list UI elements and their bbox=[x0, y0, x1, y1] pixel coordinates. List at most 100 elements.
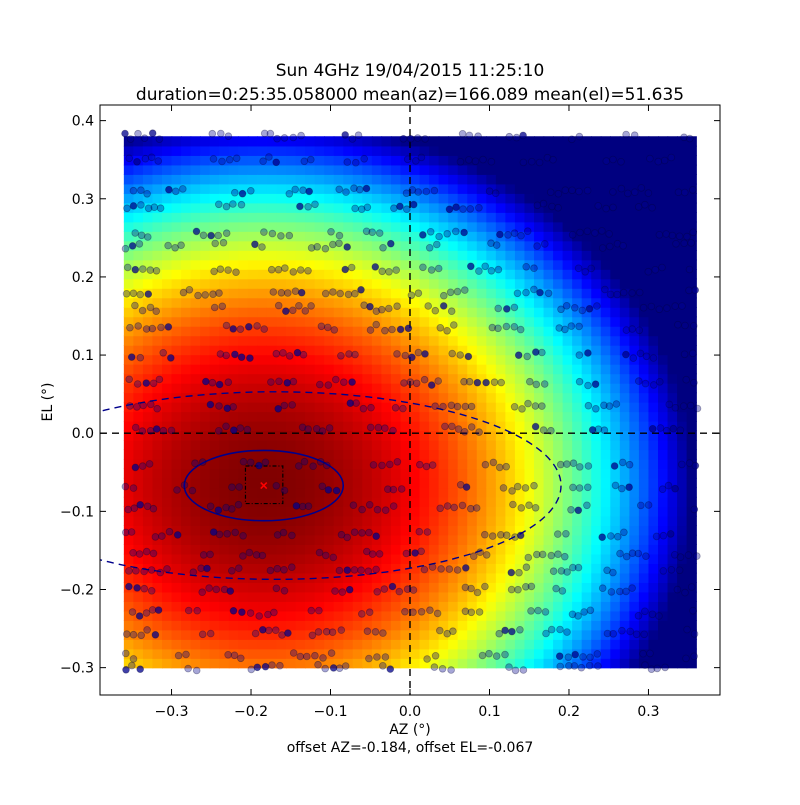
heatmap-cell bbox=[238, 610, 249, 621]
heatmap-cell bbox=[324, 250, 335, 261]
scatter-point bbox=[487, 266, 496, 275]
heatmap-cell bbox=[381, 487, 392, 498]
heatmap-cell bbox=[467, 288, 478, 299]
heatmap-cell bbox=[257, 316, 268, 327]
heatmap-cell bbox=[486, 563, 497, 574]
heatmap-cell bbox=[381, 212, 392, 223]
scatter-point bbox=[148, 324, 157, 333]
heatmap-cell bbox=[658, 373, 669, 384]
heatmap-cell bbox=[438, 553, 449, 564]
heatmap-cell bbox=[438, 174, 449, 185]
heatmap-cell bbox=[142, 411, 154, 422]
heatmap-cell bbox=[429, 145, 440, 156]
heatmap-cell bbox=[200, 572, 211, 583]
heatmap-cell bbox=[171, 221, 182, 232]
heatmap-cell bbox=[324, 392, 335, 403]
heatmap-cell bbox=[286, 316, 297, 327]
heatmap-cell bbox=[295, 307, 306, 318]
heatmap-cell bbox=[591, 401, 602, 413]
heatmap-cell bbox=[457, 202, 468, 213]
heatmap-cell bbox=[123, 506, 135, 517]
heatmap-cell bbox=[467, 221, 478, 232]
heatmap-cell bbox=[600, 534, 612, 545]
scatter-point bbox=[430, 186, 439, 195]
heatmap-cell bbox=[381, 269, 392, 280]
scatter-point bbox=[210, 267, 218, 276]
heatmap-cell bbox=[209, 269, 220, 280]
heatmap-cell bbox=[142, 212, 154, 223]
scatter-point bbox=[379, 629, 387, 637]
heatmap-cell bbox=[162, 515, 173, 527]
heatmap-cell bbox=[600, 525, 612, 536]
heatmap-cell bbox=[524, 620, 535, 631]
heatmap-cell bbox=[390, 563, 402, 574]
scatter-point bbox=[617, 184, 626, 193]
scatter-point bbox=[140, 584, 149, 593]
heatmap-cell bbox=[228, 164, 240, 175]
heatmap-cell bbox=[476, 582, 488, 593]
heatmap-cell bbox=[333, 326, 344, 337]
heatmap-cell bbox=[448, 373, 459, 384]
heatmap-cell bbox=[247, 610, 259, 621]
scatter-point bbox=[236, 424, 245, 432]
heatmap-cell bbox=[419, 610, 430, 621]
heatmap-cell bbox=[381, 183, 392, 194]
heatmap-cell bbox=[610, 259, 621, 270]
scatter-point bbox=[673, 585, 682, 594]
heatmap-cell bbox=[295, 259, 306, 270]
heatmap-cell bbox=[410, 183, 421, 194]
heatmap-cell bbox=[362, 231, 373, 242]
heatmap-cell bbox=[658, 639, 669, 650]
heatmap-cell bbox=[305, 553, 316, 564]
heatmap-cell bbox=[419, 601, 430, 612]
heatmap-cell bbox=[371, 534, 383, 545]
heatmap-cell bbox=[123, 629, 135, 640]
heatmap-cell bbox=[677, 544, 688, 555]
scatter-point bbox=[625, 483, 633, 492]
heatmap-cell bbox=[343, 164, 354, 175]
scatter-point bbox=[549, 567, 558, 575]
heatmap-cell bbox=[219, 269, 230, 280]
scatter-point bbox=[420, 565, 429, 574]
heatmap-cell bbox=[486, 364, 497, 375]
heatmap-cell bbox=[629, 183, 640, 194]
heatmap-cell bbox=[638, 297, 650, 308]
heatmap-cell bbox=[238, 563, 249, 574]
heatmap-cell bbox=[324, 572, 335, 583]
scatter-point bbox=[392, 266, 401, 274]
scatter-point bbox=[519, 158, 528, 167]
scatter-point bbox=[145, 460, 154, 468]
heatmap-cell bbox=[467, 525, 478, 536]
heatmap-cell bbox=[238, 658, 249, 669]
heatmap-cell bbox=[591, 335, 602, 346]
heatmap-cell bbox=[295, 534, 306, 545]
heatmap-cell bbox=[295, 572, 306, 583]
heatmap-cell bbox=[209, 288, 220, 299]
scatter-point bbox=[538, 348, 546, 357]
heatmap-cell bbox=[371, 354, 383, 365]
scatter-point bbox=[285, 190, 294, 198]
heatmap-cell bbox=[333, 240, 344, 251]
scatter-point bbox=[554, 189, 563, 198]
heatmap-cell bbox=[610, 221, 621, 232]
heatmap-cell bbox=[429, 259, 440, 270]
heatmap-cell bbox=[619, 231, 631, 242]
heatmap-cell bbox=[543, 439, 554, 451]
heatmap-cell bbox=[610, 477, 621, 489]
scatter-point bbox=[296, 266, 305, 274]
heatmap-cell bbox=[181, 392, 192, 403]
heatmap-cell bbox=[448, 269, 459, 280]
heatmap-cell bbox=[591, 155, 602, 166]
heatmap-cell bbox=[667, 610, 678, 621]
heatmap-cell bbox=[133, 449, 144, 460]
heatmap-cell bbox=[686, 174, 697, 185]
heatmap-cell bbox=[467, 563, 478, 574]
heatmap-cell bbox=[371, 392, 383, 403]
heatmap-cell bbox=[209, 506, 220, 517]
heatmap-cell bbox=[543, 496, 554, 508]
scatter-point bbox=[683, 232, 691, 241]
heatmap-cell bbox=[667, 487, 678, 498]
heatmap-cell bbox=[534, 468, 545, 479]
scatter-point bbox=[439, 291, 448, 300]
heatmap-cell bbox=[305, 145, 316, 156]
